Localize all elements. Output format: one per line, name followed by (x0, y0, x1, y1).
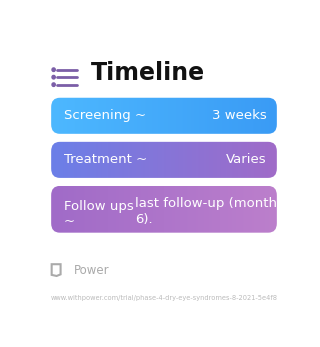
Text: Treatment ~: Treatment ~ (64, 153, 147, 166)
Text: Timeline: Timeline (91, 61, 205, 85)
Circle shape (52, 68, 55, 71)
Text: Screening ~: Screening ~ (64, 109, 146, 122)
Circle shape (52, 83, 55, 86)
Text: 6).: 6). (135, 213, 153, 226)
Text: Varies: Varies (226, 153, 267, 166)
FancyBboxPatch shape (51, 98, 277, 134)
Circle shape (52, 75, 55, 79)
FancyBboxPatch shape (51, 186, 277, 233)
Text: 3 weeks: 3 weeks (212, 109, 267, 122)
Text: www.withpower.com/trial/phase-4-dry-eye-syndromes-8-2021-5e4f8: www.withpower.com/trial/phase-4-dry-eye-… (51, 295, 277, 301)
Text: ~: ~ (64, 214, 75, 228)
FancyBboxPatch shape (51, 142, 277, 178)
Text: last follow-up (month: last follow-up (month (135, 197, 277, 210)
Text: Power: Power (74, 264, 109, 277)
Text: Follow ups: Follow ups (64, 201, 133, 213)
